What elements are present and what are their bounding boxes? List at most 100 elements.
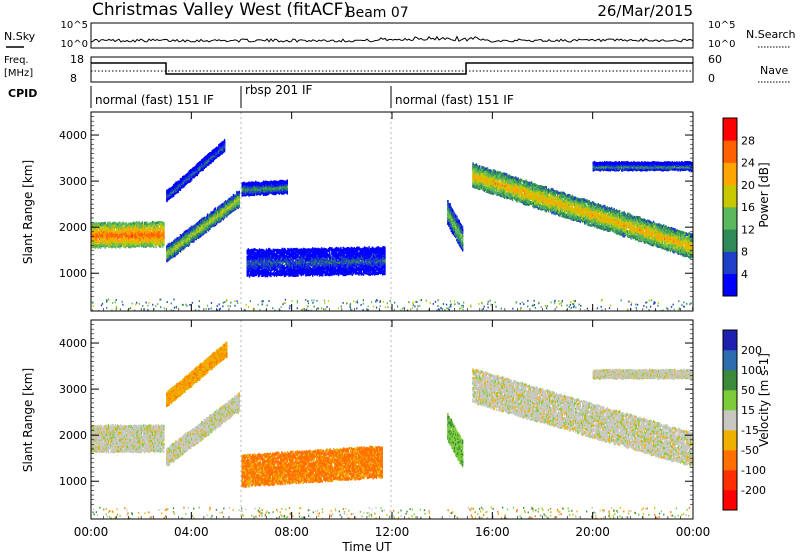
- power-cell: [178, 237, 179, 240]
- power-cell: [105, 246, 106, 249]
- power-cell: [267, 249, 268, 252]
- cpid-panel: CPID normal (fast) 151 IF rbsp 201 IF no…: [8, 83, 514, 108]
- power-cell: [97, 223, 98, 226]
- power-cell: [256, 249, 257, 252]
- freq-label: Freq.: [4, 55, 29, 66]
- power-cell: [274, 180, 275, 183]
- freq-trace: [91, 63, 693, 74]
- power-cell: [140, 243, 141, 246]
- power-cell: [105, 234, 106, 237]
- power-cell: [255, 181, 256, 184]
- power-cell: [228, 198, 229, 201]
- power-cell: [132, 225, 133, 228]
- power-cell: [279, 180, 280, 183]
- power-cell: [197, 223, 198, 226]
- power-cell: [170, 243, 171, 246]
- power-cell: [178, 242, 179, 245]
- power-cell: [105, 222, 106, 225]
- nsearch-tick-top: 10^5: [708, 20, 735, 31]
- power-cell: [120, 223, 121, 226]
- power-cell: [271, 181, 272, 184]
- power-cell: [209, 214, 210, 217]
- power-cell: [140, 238, 141, 241]
- power-cell: [282, 180, 283, 183]
- power-cell: [112, 227, 113, 230]
- power-cell: [213, 211, 214, 214]
- power-cell: [197, 163, 198, 166]
- nsky-trace: [91, 37, 693, 42]
- freq-tick-top: 18: [70, 53, 84, 66]
- power-cell: [92, 223, 93, 226]
- power-cell: [283, 265, 284, 268]
- power-cell: [283, 248, 284, 251]
- power-cell: [256, 257, 257, 260]
- power-cell: [217, 207, 218, 210]
- power-cell: [116, 222, 117, 225]
- power-cell: [159, 221, 160, 224]
- nsky-label: N.Sky: [4, 30, 36, 43]
- power-cell: [278, 271, 279, 274]
- nsky-panel: N.Sky 10^5 10^0 10^5 10^0 N.Search: [4, 20, 796, 50]
- power-cell: [163, 222, 164, 225]
- power-cell: [225, 207, 226, 210]
- plot-title: Christmas Valley West (fitACF): [92, 0, 350, 20]
- power-cell: [205, 156, 206, 159]
- nsearch-tick-bottom: 10^0: [708, 39, 735, 50]
- power-cell: [100, 246, 101, 249]
- beam-label: Beam 07: [346, 5, 409, 21]
- power-cell: [278, 255, 279, 258]
- power-cell: [105, 242, 106, 245]
- power-cell: [180, 188, 181, 191]
- power-cell: [128, 226, 129, 229]
- power-cell: [225, 200, 226, 203]
- power-cell: [116, 225, 117, 228]
- power-cell: [108, 229, 109, 232]
- power-cell: [163, 233, 164, 236]
- power-cell: [263, 260, 264, 263]
- power-cell: [278, 249, 279, 252]
- power-cell: [112, 231, 113, 234]
- power-cell: [263, 266, 264, 269]
- power-cell: [185, 230, 186, 233]
- power-cell: [267, 254, 268, 257]
- power-cell: [151, 228, 152, 231]
- power-cell: [155, 222, 156, 225]
- power-cell: [151, 232, 152, 235]
- power-cell: [100, 223, 101, 226]
- power-cell: [193, 225, 194, 228]
- power-cell: [159, 231, 160, 234]
- power-cell: [136, 221, 137, 224]
- power-cell: [120, 241, 121, 244]
- power-cell: [251, 249, 252, 252]
- power-cell: [248, 253, 249, 256]
- nave-label: Nave: [760, 64, 788, 77]
- power-cell: [283, 259, 284, 262]
- power-cell: [189, 171, 190, 174]
- date-label: 26/Mar/2015: [597, 2, 693, 20]
- power-cell: [151, 222, 152, 225]
- power-feature-1: [91, 221, 165, 249]
- power-cell: [124, 245, 125, 248]
- power-cell: [143, 244, 144, 247]
- power-cell: [263, 250, 264, 253]
- power-cell: [132, 223, 133, 226]
- power-cell: [201, 218, 202, 221]
- power-cell: [233, 194, 234, 197]
- power-cell: [128, 235, 129, 238]
- power-cell: [279, 188, 280, 191]
- power-cell: [267, 260, 268, 263]
- power-cell: [217, 147, 218, 150]
- power-cell: [271, 273, 272, 276]
- cpid-segment-2: rbsp 201 IF: [245, 83, 312, 97]
- power-cell: [151, 225, 152, 228]
- power-cell: [209, 152, 210, 155]
- nsky-tick-bottom: 10^0: [61, 39, 88, 50]
- power-cell: [147, 226, 148, 229]
- power-cell: [201, 159, 202, 162]
- power-cell: [275, 272, 276, 275]
- power-cell: [173, 184, 174, 187]
- power-feature-2: [166, 191, 240, 263]
